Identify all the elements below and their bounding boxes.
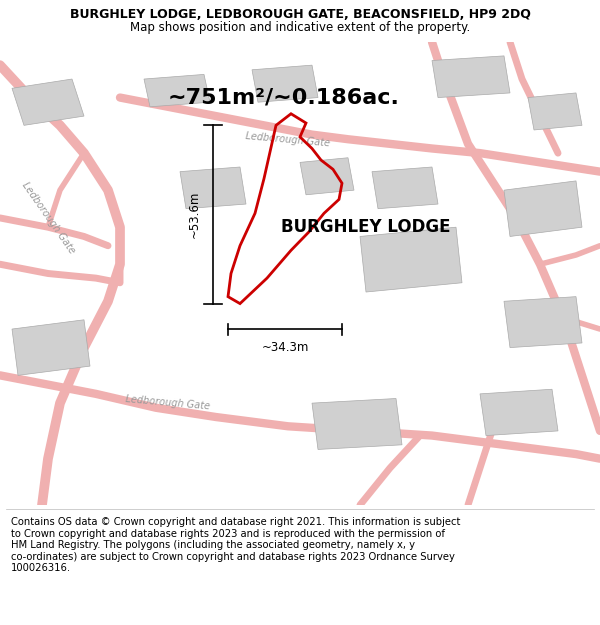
Polygon shape bbox=[300, 158, 354, 195]
Polygon shape bbox=[12, 320, 90, 376]
Text: BURGHLEY LODGE: BURGHLEY LODGE bbox=[281, 218, 451, 236]
Polygon shape bbox=[180, 167, 246, 209]
Text: Contains OS data © Crown copyright and database right 2021. This information is : Contains OS data © Crown copyright and d… bbox=[11, 517, 460, 573]
Text: Ledborough Gate: Ledborough Gate bbox=[125, 394, 211, 412]
Polygon shape bbox=[144, 74, 210, 107]
Text: ~34.3m: ~34.3m bbox=[262, 341, 308, 354]
Polygon shape bbox=[504, 297, 582, 348]
Polygon shape bbox=[504, 181, 582, 236]
Text: ~53.6m: ~53.6m bbox=[188, 191, 201, 238]
Text: Ledborough Gate: Ledborough Gate bbox=[245, 131, 331, 148]
Polygon shape bbox=[252, 65, 318, 102]
Polygon shape bbox=[360, 228, 462, 292]
Polygon shape bbox=[528, 93, 582, 130]
Text: Ledborough Gate: Ledborough Gate bbox=[20, 180, 76, 256]
Text: BURGHLEY LODGE, LEDBOROUGH GATE, BEACONSFIELD, HP9 2DQ: BURGHLEY LODGE, LEDBOROUGH GATE, BEACONS… bbox=[70, 8, 530, 21]
Polygon shape bbox=[432, 56, 510, 98]
Polygon shape bbox=[312, 399, 402, 449]
Polygon shape bbox=[372, 167, 438, 209]
Text: Map shows position and indicative extent of the property.: Map shows position and indicative extent… bbox=[130, 21, 470, 34]
Polygon shape bbox=[480, 389, 558, 436]
Polygon shape bbox=[12, 79, 84, 126]
Text: ~751m²/~0.186ac.: ~751m²/~0.186ac. bbox=[168, 88, 400, 108]
